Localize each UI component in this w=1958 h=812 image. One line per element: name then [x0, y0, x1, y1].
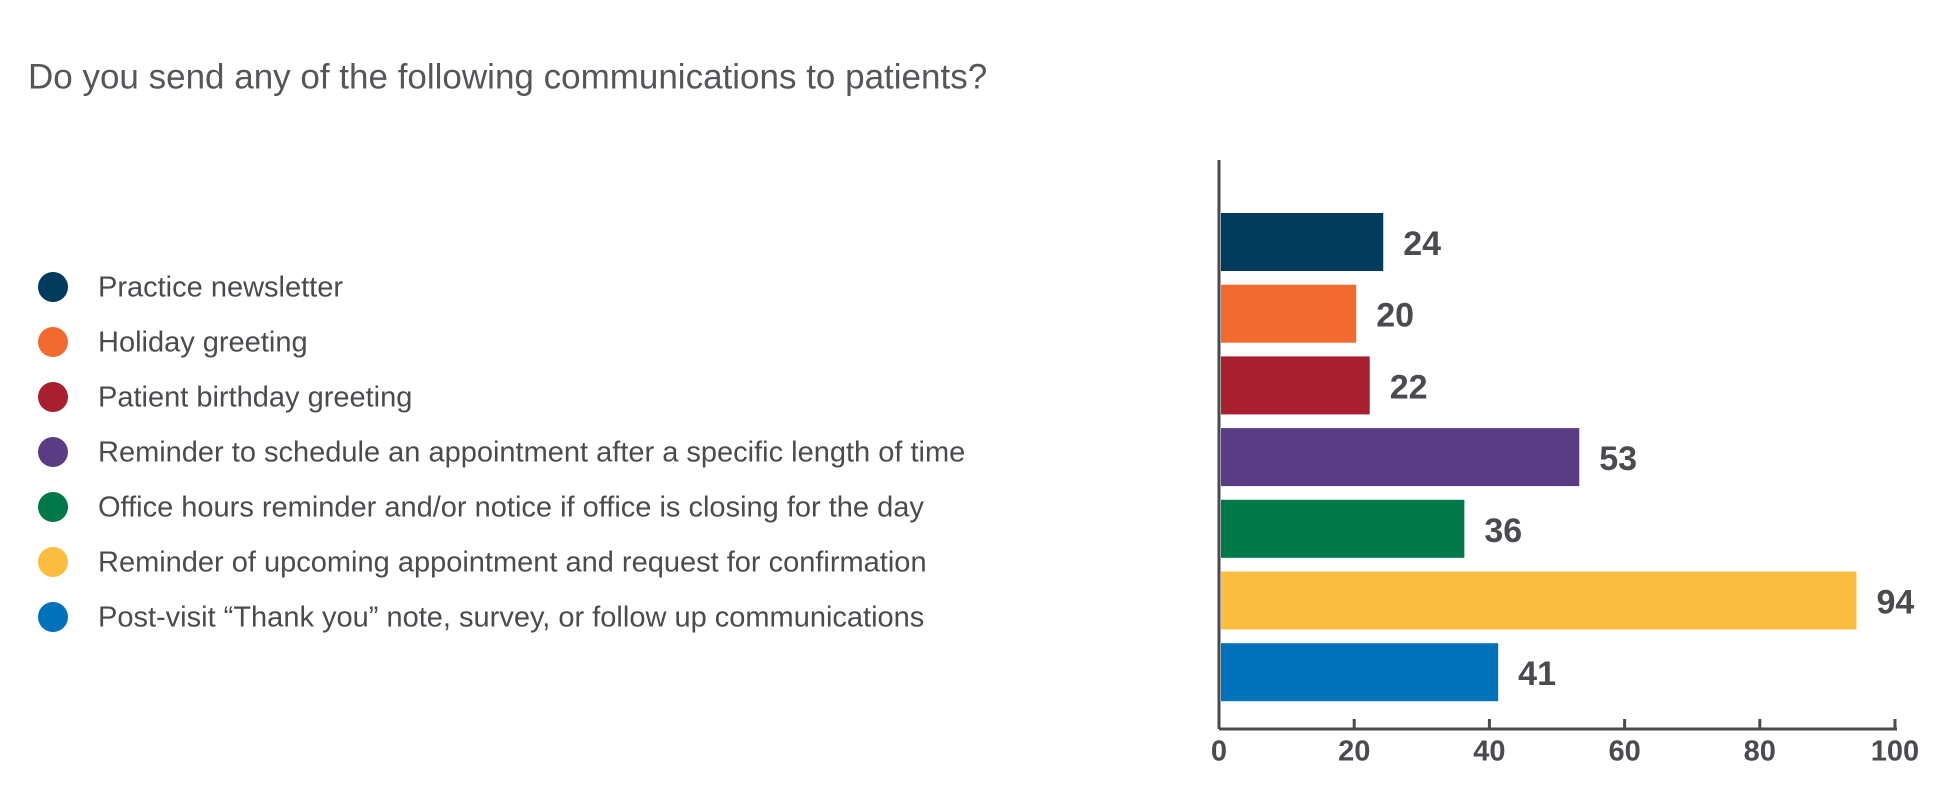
legend-label: Post-visit “Thank you” note, survey, or …	[98, 602, 924, 634]
chart-title: Do you send any of the following communi…	[28, 57, 987, 96]
value-label: 94	[1876, 583, 1914, 621]
bar	[1221, 428, 1580, 487]
x-tick-label: 60	[1608, 736, 1640, 768]
x-tick-label: 40	[1473, 736, 1505, 768]
legend-marker	[38, 547, 68, 577]
x-tick-label: 80	[1744, 736, 1776, 768]
x-tick-label: 0	[1211, 736, 1227, 768]
bar	[1221, 213, 1384, 271]
legend-label: Reminder of upcoming appointment and req…	[98, 547, 927, 579]
legend-label: Holiday greeting	[98, 327, 308, 359]
bar	[1221, 356, 1370, 415]
value-label: 53	[1599, 440, 1637, 478]
x-tick-label: 20	[1338, 736, 1370, 768]
x-tick-label: 100	[1871, 736, 1919, 768]
value-label: 24	[1403, 225, 1441, 263]
legend-marker	[38, 382, 68, 412]
legend-label: Office hours reminder and/or notice if o…	[98, 492, 924, 524]
legend-marker	[38, 327, 68, 357]
value-label: 22	[1390, 368, 1428, 406]
value-label: 41	[1518, 655, 1556, 693]
legend-marker	[38, 272, 68, 302]
legend-label: Practice newsletter	[98, 272, 343, 304]
value-label: 20	[1376, 297, 1414, 335]
bar	[1221, 571, 1857, 630]
bar	[1221, 284, 1357, 343]
bar	[1221, 643, 1499, 702]
bar	[1221, 499, 1465, 558]
legend-marker	[38, 437, 68, 467]
legend-label: Patient birthday greeting	[98, 382, 412, 414]
legend-marker	[38, 492, 68, 522]
value-label: 36	[1484, 512, 1522, 550]
legend-marker	[38, 602, 68, 632]
legend-label: Reminder to schedule an appointment afte…	[98, 437, 965, 469]
